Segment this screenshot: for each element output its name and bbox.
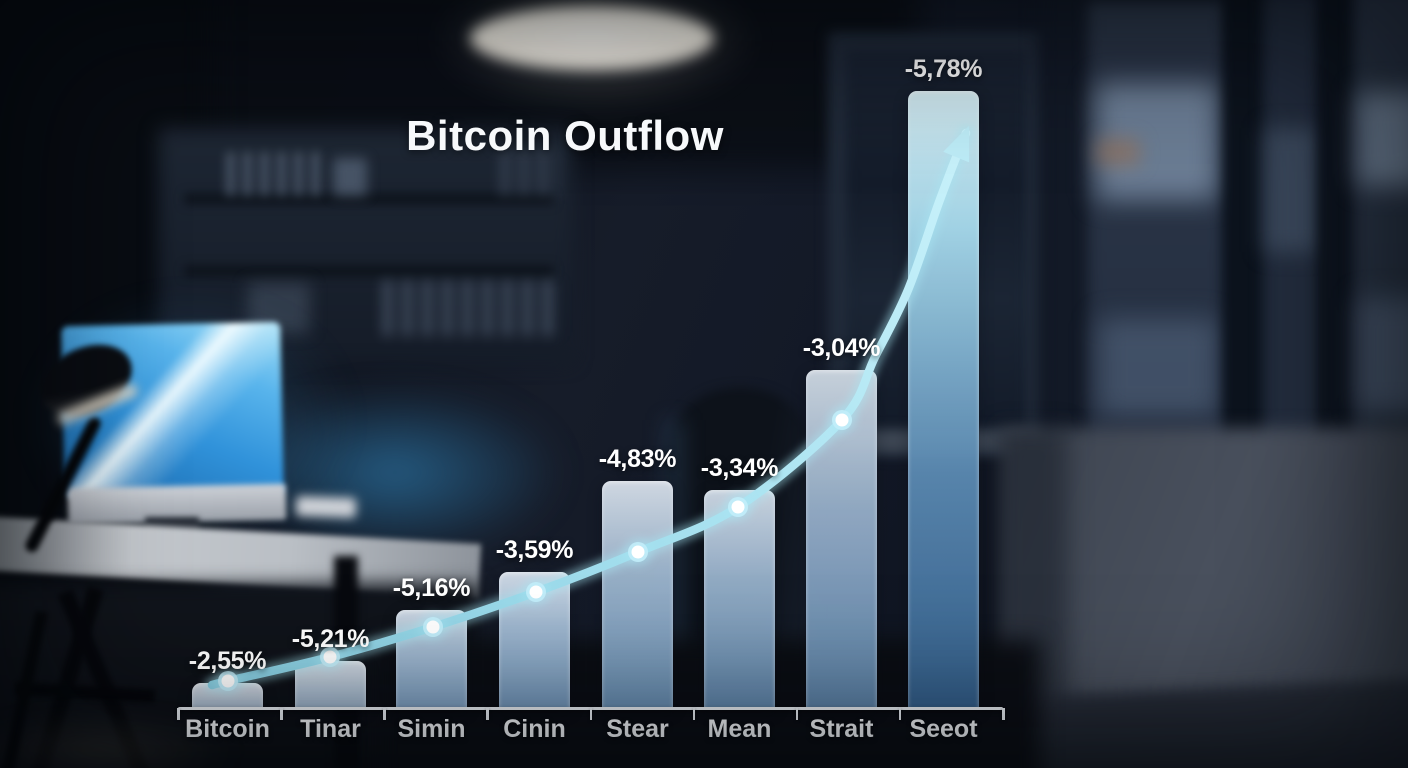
window-reflection [1358, 298, 1408, 410]
x-axis-tick [486, 708, 489, 720]
window-reflection [1098, 318, 1218, 416]
window-frame [1318, 0, 1356, 480]
x-axis-tick [177, 708, 180, 720]
window-warm-light [1096, 138, 1140, 166]
window-reflection [1358, 92, 1408, 186]
category-label: Cinin [503, 715, 566, 743]
window-frame [1224, 0, 1266, 480]
bar-value-label: -5,78% [904, 55, 983, 83]
category-label: Stear [606, 715, 669, 743]
category-label: Tinar [300, 715, 361, 743]
x-axis-tick [383, 708, 386, 720]
category-label: Mean [707, 715, 772, 743]
chart-title: Bitcoin Outflow [406, 112, 724, 159]
window-reflection [1264, 128, 1320, 252]
category-label: Simin [397, 715, 466, 743]
floor-glow [0, 715, 240, 768]
x-axis-tick [692, 708, 696, 720]
category-label: Bitcoin [185, 715, 270, 743]
category-label: Strait [809, 715, 874, 743]
x-axis-tick [1002, 708, 1005, 720]
cabinet-right [1002, 428, 1408, 720]
x-axis-tick [589, 708, 592, 720]
x-axis-tick [280, 708, 283, 720]
x-axis-tick [898, 708, 902, 720]
x-axis-tick [795, 708, 799, 720]
category-label: Seeot [909, 715, 978, 743]
ceiling-light [470, 6, 714, 70]
